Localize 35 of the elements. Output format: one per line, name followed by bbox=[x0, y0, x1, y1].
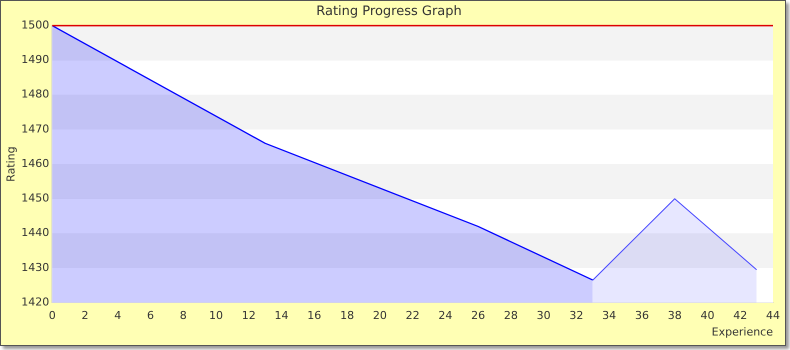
chart-title: Rating Progress Graph bbox=[316, 4, 462, 20]
x-tick-label: 10 bbox=[209, 309, 224, 322]
x-tick-label: 32 bbox=[569, 309, 584, 322]
y-tick-label: 1470 bbox=[21, 122, 50, 136]
x-tick-label: 2 bbox=[81, 309, 88, 322]
x-tick-label: 42 bbox=[733, 309, 748, 322]
x-tick-label: 0 bbox=[48, 309, 56, 322]
y-tick-label: 1420 bbox=[21, 295, 50, 308]
y-tick-label: 1450 bbox=[21, 192, 50, 205]
x-tick-label: 30 bbox=[536, 309, 551, 322]
x-tick-label: 12 bbox=[242, 309, 256, 322]
x-tick-label: 44 bbox=[766, 309, 780, 322]
y-tick-label: 1500 bbox=[21, 18, 50, 32]
x-tick-label: 22 bbox=[406, 309, 420, 322]
y-tick-label: 1460 bbox=[21, 156, 50, 170]
x-tick-label: 20 bbox=[372, 309, 387, 322]
y-tick-label: 1480 bbox=[21, 88, 50, 101]
x-tick-label: 24 bbox=[438, 309, 452, 322]
x-tick-label: 36 bbox=[634, 309, 649, 322]
y-tick-label: 1490 bbox=[21, 53, 50, 66]
y-tick-label: 1440 bbox=[21, 226, 50, 240]
x-tick-label: 26 bbox=[471, 309, 486, 322]
x-tick-label: 28 bbox=[504, 309, 518, 322]
x-tick-label: 14 bbox=[274, 309, 289, 322]
x-tick-label: 40 bbox=[700, 309, 714, 322]
y-tick-label: 1430 bbox=[21, 260, 50, 274]
x-tick-label: 38 bbox=[668, 309, 682, 322]
x-tick-label: 6 bbox=[146, 309, 154, 322]
x-tick-label: 16 bbox=[307, 309, 322, 322]
x-tick-label: 4 bbox=[114, 309, 122, 322]
y-axis-title: Rating bbox=[4, 146, 18, 182]
x-tick-label: 18 bbox=[340, 309, 354, 322]
x-tick-label: 34 bbox=[602, 309, 616, 322]
x-axis-title: Experience bbox=[712, 325, 774, 338]
x-tick-label: 8 bbox=[180, 309, 187, 322]
